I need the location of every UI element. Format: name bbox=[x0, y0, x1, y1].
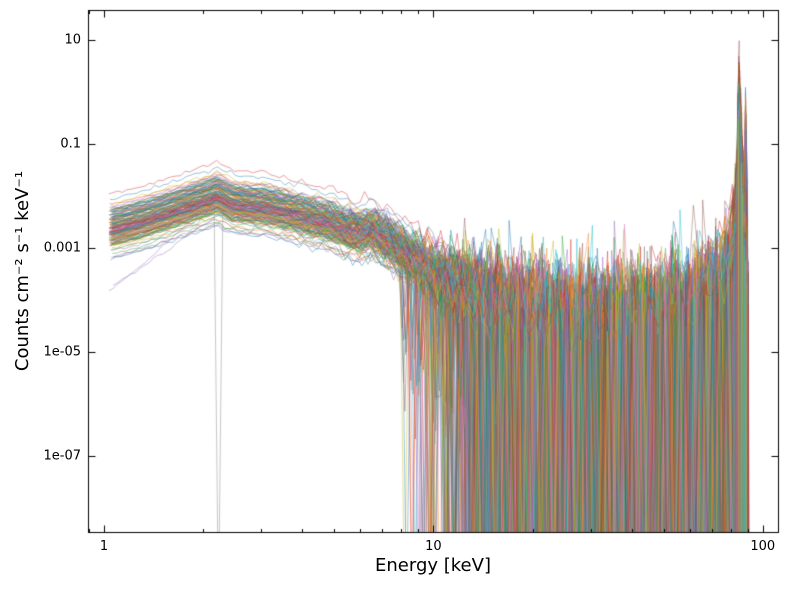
x-tick-label-1: 1 bbox=[99, 539, 109, 554]
y-tick-label-1e-05: 1e-05 bbox=[43, 344, 81, 360]
y-tick-label-0.001: 0.001 bbox=[43, 240, 81, 256]
y-tick-label-1e-07: 1e-07 bbox=[43, 448, 81, 464]
x-axis-label: Energy [keV] bbox=[375, 555, 491, 576]
y-tick-label-0.1: 0.1 bbox=[60, 136, 81, 152]
y-tick-label-10: 10 bbox=[64, 32, 81, 48]
x-tick-label-100: 100 bbox=[750, 539, 776, 554]
y-axis-label: Counts cm⁻² s⁻¹ keV⁻¹ bbox=[12, 170, 33, 372]
x-tick-label-10: 10 bbox=[425, 539, 442, 554]
